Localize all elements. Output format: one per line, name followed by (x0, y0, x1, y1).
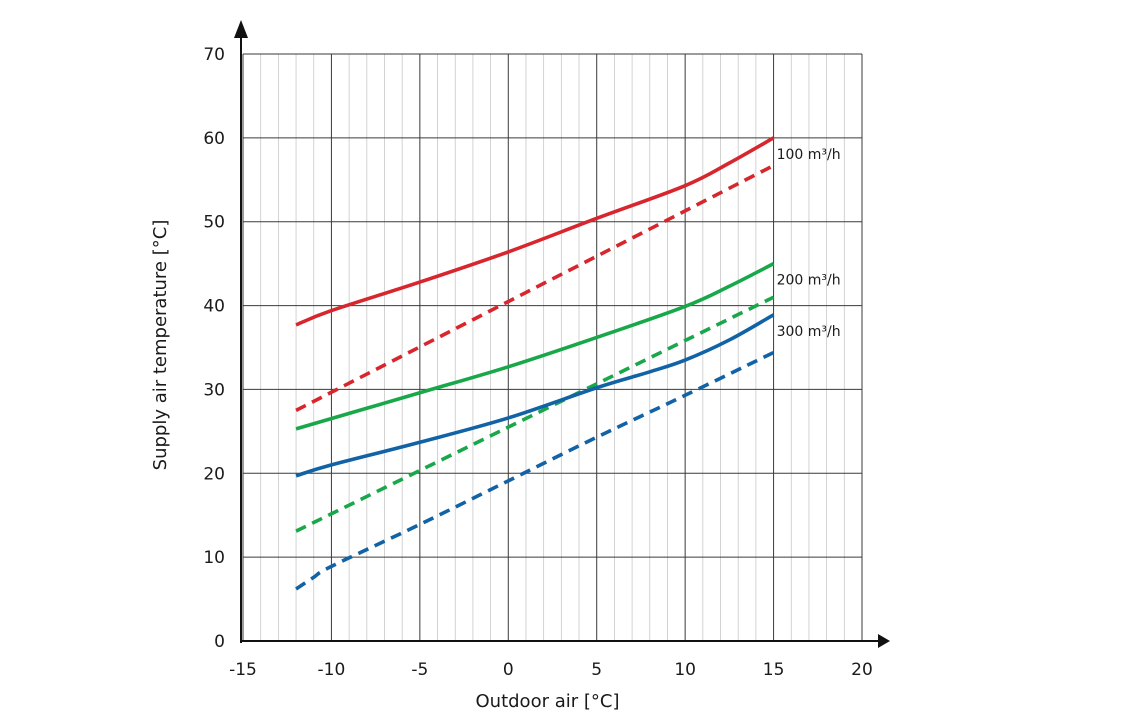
y-tick-label: 60 (203, 129, 225, 149)
y-axis-title: Supply air temperature [°C] (150, 220, 171, 471)
y-tick-label: 10 (203, 548, 225, 568)
series-line-4-solid (295, 313, 775, 478)
x-tick-label: 5 (591, 660, 602, 680)
axes (234, 20, 890, 648)
x-tick-label: -15 (229, 660, 257, 680)
series-line-3-dashed (295, 295, 775, 533)
y-tick-label: 70 (203, 45, 225, 65)
series-label-2: 200 m³/h (777, 273, 841, 289)
series-line-0-solid (295, 136, 775, 327)
x-tick-label: 0 (503, 660, 514, 680)
x-axis-title: Outdoor air [°C] (476, 691, 620, 712)
minor-grid (260, 54, 845, 641)
series-labels: 100 m³/h 200 m³/h 300 m³/h (777, 147, 841, 340)
series-label-4: 300 m³/h (777, 324, 841, 340)
series-label-0: 100 m³/h (777, 147, 841, 163)
y-tick-label: 40 (203, 297, 225, 317)
x-tick-label: -5 (411, 660, 428, 680)
x-axis-arrow (878, 634, 890, 648)
x-tick-label: 20 (851, 660, 873, 680)
y-tick-label: 0 (214, 632, 225, 652)
x-tick-label: -10 (318, 660, 346, 680)
y-axis-arrow (234, 20, 248, 38)
y-tick-label: 20 (203, 464, 225, 484)
y-tick-label: 50 (203, 213, 225, 233)
y-tick-label: 30 (203, 380, 225, 400)
x-tick-label: 10 (674, 660, 696, 680)
tick-labels: -15 -10 -5 0 5 10 15 20 0 10 20 30 40 50 60 70 (203, 45, 872, 680)
series-group (295, 136, 775, 591)
series-line-2-solid (295, 262, 775, 431)
series-line-1-dashed (295, 163, 775, 412)
x-tick-label: 15 (763, 660, 785, 680)
series-line-5-dashed (295, 350, 775, 591)
